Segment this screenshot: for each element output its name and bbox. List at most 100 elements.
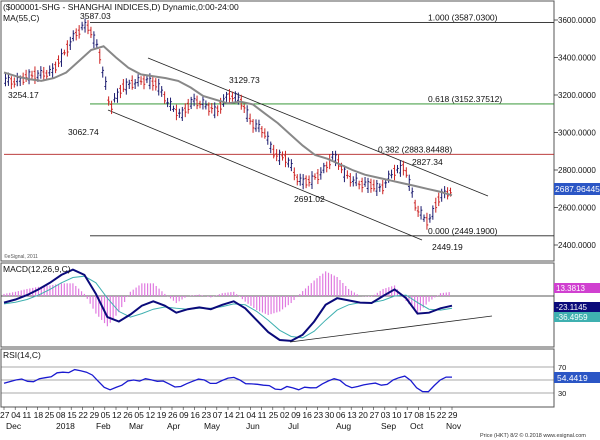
month-label: Sep bbox=[381, 421, 396, 431]
date-tick-label: 17 bbox=[403, 410, 413, 420]
date-tick-label: 29 bbox=[448, 410, 458, 420]
macd-signal-line bbox=[3, 275, 453, 339]
price-tick-label: 2600.0000 bbox=[558, 204, 596, 213]
date-tick-label: 04 bbox=[11, 410, 21, 420]
annotation-low: 2449.19 bbox=[432, 242, 463, 252]
date-tick-label: 04 bbox=[246, 410, 256, 420]
macd-value: -23.1145 bbox=[556, 303, 588, 312]
date-tick-label: 13 bbox=[347, 410, 357, 420]
date-tick-label: 09 bbox=[179, 410, 189, 420]
last-price-box bbox=[554, 183, 600, 195]
date-tick-label: 09 bbox=[291, 410, 301, 420]
chart-title: ($000001-SHG - SHANGHAI INDICES,D) Dynam… bbox=[3, 2, 239, 12]
date-tick-label: 08 bbox=[56, 410, 66, 420]
date-tick-label: 27 bbox=[0, 410, 10, 420]
rsi-panel-frame bbox=[0, 348, 555, 408]
date-tick-label: 25 bbox=[269, 410, 279, 420]
date-tick-label: 07 bbox=[213, 410, 223, 420]
date-tick-label: 11 bbox=[22, 410, 31, 420]
rsi-line bbox=[3, 368, 452, 393]
date-tick-label: 05 bbox=[101, 410, 111, 420]
fib-level-label: 0.382 (2883.84488) bbox=[378, 144, 452, 154]
macd-value-box bbox=[554, 302, 600, 312]
date-tick-label: 23 bbox=[314, 410, 324, 420]
price-tick-label: 2800.0000 bbox=[558, 166, 596, 175]
rsi-label: RSI(14,C) bbox=[3, 350, 41, 360]
month-label: 2018 bbox=[56, 421, 75, 431]
macd-line bbox=[3, 268, 453, 342]
date-tick-label: 19 bbox=[157, 410, 167, 420]
ma55-line bbox=[3, 45, 453, 197]
price-tick-label: 3200.0000 bbox=[558, 91, 596, 100]
month-label: Mar bbox=[129, 421, 144, 431]
annotation-3254: 3254.17 bbox=[8, 90, 39, 100]
rsi-value-box bbox=[554, 372, 600, 383]
date-tick-label: 14 bbox=[224, 410, 234, 420]
fib-level-label: 0.618 (3152.37512) bbox=[428, 94, 502, 104]
date-tick-label: 20 bbox=[358, 410, 368, 420]
date-tick-label: 18 bbox=[34, 410, 44, 420]
month-label: Dec bbox=[6, 421, 22, 431]
price-axis: 3600.0000 3400.0000 3200.0000 3000.0000 2800… bbox=[554, 16, 596, 250]
date-tick-label: 22 bbox=[437, 410, 447, 420]
date-tick-label: 16 bbox=[302, 410, 312, 420]
macd-hist-value: 13.3813 bbox=[556, 284, 585, 293]
signal-value: -36.4959 bbox=[556, 313, 588, 322]
date-tick-label: 15 bbox=[426, 410, 436, 420]
annotation-2691: 2691.02 bbox=[294, 194, 325, 204]
date-tick-label: 26 bbox=[123, 410, 133, 420]
month-label: Jul bbox=[288, 421, 299, 431]
trend-channel bbox=[107, 57, 489, 241]
date-tick-label: 03 bbox=[381, 410, 391, 420]
annotation-2827: 2827.34 bbox=[412, 157, 443, 167]
date-tick-label: 10 bbox=[392, 410, 402, 420]
date-tick-label: 30 bbox=[325, 410, 335, 420]
channel-lower-line bbox=[107, 109, 423, 241]
price-tick-label: 3600.0000 bbox=[558, 16, 596, 25]
month-label: May bbox=[204, 421, 221, 431]
date-tick-label: 23 bbox=[202, 410, 212, 420]
month-label: Feb bbox=[96, 421, 111, 431]
date-tick-label: 05 bbox=[134, 410, 144, 420]
date-tick-label: 12 bbox=[112, 410, 122, 420]
annotation-3129: 3129.73 bbox=[229, 75, 260, 85]
watermark: ©eSignal, 2011 bbox=[4, 253, 38, 260]
rsi-value: 54.4419 bbox=[557, 373, 588, 383]
price-annotations: 3587.03 3254.17 3062.74 3129.73 2827.34 … bbox=[8, 11, 463, 252]
price-tick-label: 2400.0000 bbox=[558, 241, 596, 250]
fib-level-label: 1.000 (3587.0300) bbox=[428, 12, 498, 22]
macd-hist-box bbox=[554, 283, 600, 293]
annotation-3062: 3062.74 bbox=[68, 127, 99, 137]
date-tick-label: 26 bbox=[168, 410, 178, 420]
date-tick-label: 16 bbox=[190, 410, 200, 420]
signal-value-box bbox=[554, 312, 600, 322]
date-tick-label: 22 bbox=[78, 410, 88, 420]
rsi-tick-70: 70 bbox=[558, 363, 566, 372]
price-tick-label: 3000.0000 bbox=[558, 129, 596, 138]
annotation-high: 3587.03 bbox=[80, 11, 111, 21]
date-tick-label: 27 bbox=[370, 410, 380, 420]
month-label: Nov bbox=[446, 421, 462, 431]
rsi-tick-30: 30 bbox=[558, 389, 566, 398]
price-tick-label: 3400.0000 bbox=[558, 54, 596, 63]
macd-trendline bbox=[289, 315, 493, 343]
date-tick-label: 21 bbox=[235, 410, 245, 420]
month-label: Apr bbox=[167, 421, 180, 431]
date-tick-label: 11 bbox=[258, 410, 267, 420]
date-tick-label: 02 bbox=[280, 410, 290, 420]
fib-level-label: 0.000 (2449.1900) bbox=[428, 226, 498, 236]
ma-label: MA(55,C) bbox=[3, 13, 40, 23]
date-axis: 27 04 11 18 25 08 15 22 29 05 12 26 05 12 19 26 09 16 23 07… bbox=[0, 407, 462, 431]
month-label: Jun bbox=[246, 421, 260, 431]
last-price-label: 2687.96445 bbox=[555, 184, 600, 194]
date-tick-label: 12 bbox=[146, 410, 156, 420]
date-tick-label: 25 bbox=[45, 410, 55, 420]
price-bars bbox=[4, 18, 452, 230]
month-label: Oct bbox=[410, 421, 424, 431]
footer-credit: Price (HKT) 8/2 © 0.2018 www.esignal.com bbox=[480, 432, 586, 439]
channel-upper-line bbox=[147, 57, 489, 197]
date-tick-label: 29 bbox=[90, 410, 100, 420]
date-tick-label: 06 bbox=[336, 410, 346, 420]
price-panel-frame bbox=[0, 0, 555, 262]
